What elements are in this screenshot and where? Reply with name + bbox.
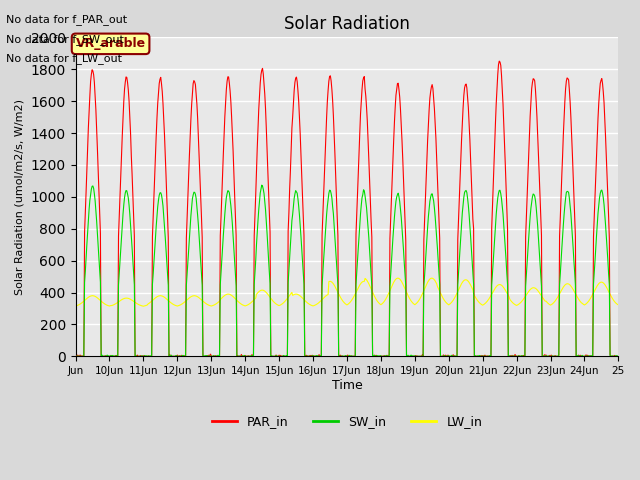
Text: No data for f_LW_out: No data for f_LW_out	[6, 53, 122, 64]
Y-axis label: Solar Radiation (umol/m2/s, W/m2): Solar Radiation (umol/m2/s, W/m2)	[15, 99, 25, 295]
Legend: PAR_in, SW_in, LW_in: PAR_in, SW_in, LW_in	[207, 410, 487, 433]
Text: VR_arable: VR_arable	[76, 37, 146, 50]
Title: Solar Radiation: Solar Radiation	[284, 15, 410, 33]
Text: No data for f_SW_out: No data for f_SW_out	[6, 34, 124, 45]
X-axis label: Time: Time	[332, 379, 362, 392]
Text: No data for f_PAR_out: No data for f_PAR_out	[6, 14, 127, 25]
